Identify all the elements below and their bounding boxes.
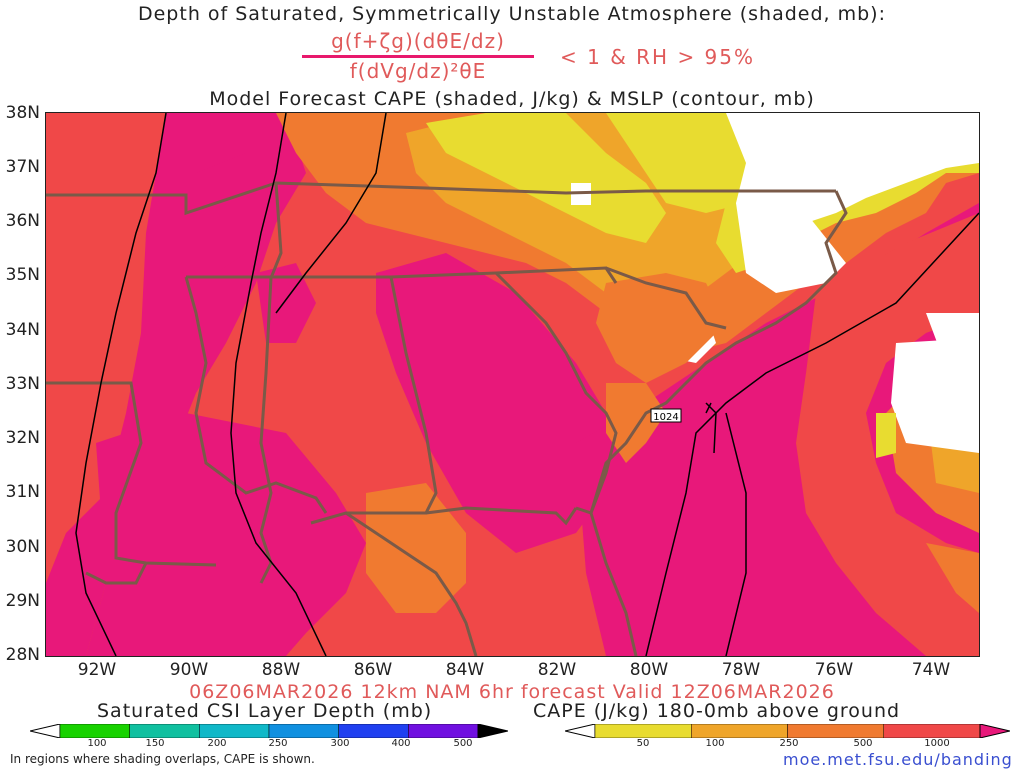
lon-label: 74W <box>911 660 951 680</box>
cape-colorbar-arrow-right <box>979 724 1010 738</box>
lat-label: 30N <box>5 537 40 557</box>
lat-label: 31N <box>5 482 40 502</box>
csi-colorbar-arrow-right <box>477 724 508 738</box>
cape-tick: 50 <box>636 738 650 749</box>
footer-note: In regions where shading overlaps, CAPE … <box>10 752 315 766</box>
lon-label: 76W <box>814 660 854 680</box>
cape-band-carolinas <box>596 273 726 383</box>
colorbar-cell <box>268 724 339 738</box>
valid-time: 06Z06MAR2026 12km NAM 6hr forecast Valid… <box>189 681 835 703</box>
cape-tick: 100 <box>705 738 725 749</box>
map-canvas: 1024 <box>46 113 979 656</box>
lon-label: 92W <box>77 660 117 680</box>
csi-tick: 100 <box>87 738 107 749</box>
colorbar-cell <box>59 724 130 738</box>
cape-tick: 500 <box>853 738 873 749</box>
lat-label: 35N <box>5 265 40 285</box>
cape-band-carolinas <box>606 383 666 463</box>
colorbar-cell <box>691 724 788 738</box>
lon-label: 84W <box>445 660 485 680</box>
formula-fraction-bar <box>302 55 534 58</box>
csi-tick: 250 <box>268 738 288 749</box>
csi-tick: 400 <box>391 738 411 749</box>
cape-max-region <box>376 253 606 553</box>
cape-band-offshore <box>926 543 979 613</box>
colorbar-cell <box>129 724 200 738</box>
chart-subtitle: Model Forecast CAPE (shaded, J/kg) & MSL… <box>209 88 815 110</box>
formula: g(f+ζg)(dθE/dz) f(dVg/dz)²θE <box>300 27 536 84</box>
lat-label: 34N <box>5 320 40 340</box>
colorbar-cell <box>199 724 270 738</box>
colorbar-cell <box>408 724 479 738</box>
csi-tick: 150 <box>145 738 165 749</box>
cape-tick: 250 <box>779 738 799 749</box>
csi-tick: 300 <box>330 738 350 749</box>
formula-condition: < 1 & RH > 95% <box>560 45 756 69</box>
lat-label: 28N <box>5 645 40 665</box>
cape-colorbar-arrow-left <box>565 724 596 738</box>
csi-colorbar-arrow-left <box>30 724 61 738</box>
mslp-contours <box>75 113 979 656</box>
colorbar-cell <box>883 724 981 738</box>
lat-label: 37N <box>5 157 40 177</box>
cape-max-region <box>86 413 366 656</box>
contour-label-box <box>650 408 682 423</box>
forecast-map: 1024 <box>45 112 980 657</box>
no-cape-region <box>891 338 979 453</box>
lon-label: 90W <box>169 660 209 680</box>
cape-colorbar-cells <box>594 724 981 738</box>
no-cape-region <box>726 113 979 233</box>
csi-legend-title: Saturated CSI Layer Depth (mb) <box>97 700 433 722</box>
lon-label: 82W <box>537 660 577 680</box>
cape-colorbar <box>565 724 1010 738</box>
colorbar-cell <box>787 724 884 738</box>
lat-label: 36N <box>5 211 40 231</box>
lon-label: 88W <box>261 660 301 680</box>
contour-label: 1024 <box>653 412 678 423</box>
state-borders <box>46 181 848 656</box>
csi-tick: 500 <box>453 738 473 749</box>
cape-tick: 1000 <box>924 738 950 749</box>
lon-label: 80W <box>629 660 669 680</box>
colorbar-cell <box>338 724 409 738</box>
chart-title: Depth of Saturated, Symmetrically Unstab… <box>137 3 886 25</box>
csi-tick: 200 <box>207 738 227 749</box>
formula-denominator: f(dVg/dz)²θE <box>349 59 487 83</box>
lat-label: 32N <box>5 428 40 448</box>
colorbar-cell <box>594 724 692 738</box>
csi-colorbar-cells <box>59 724 479 738</box>
cape-legend-title: CAPE (J/kg) 180-0mb above ground <box>533 700 901 722</box>
footer-url[interactable]: moe.met.fsu.edu/banding <box>783 750 1013 769</box>
formula-numerator: g(f+ζg)(dθE/dz) <box>331 29 505 53</box>
no-cape-region <box>736 203 846 293</box>
cape-max-region <box>196 153 276 273</box>
lat-label: 33N <box>5 374 40 394</box>
lat-label: 38N <box>5 103 40 123</box>
cape-band-yellow <box>426 113 666 243</box>
lon-label: 78W <box>721 660 761 680</box>
csi-colorbar <box>30 724 508 738</box>
cape-band-yellow <box>876 413 896 458</box>
lat-label: 29N <box>5 591 40 611</box>
lon-label: 86W <box>353 660 393 680</box>
